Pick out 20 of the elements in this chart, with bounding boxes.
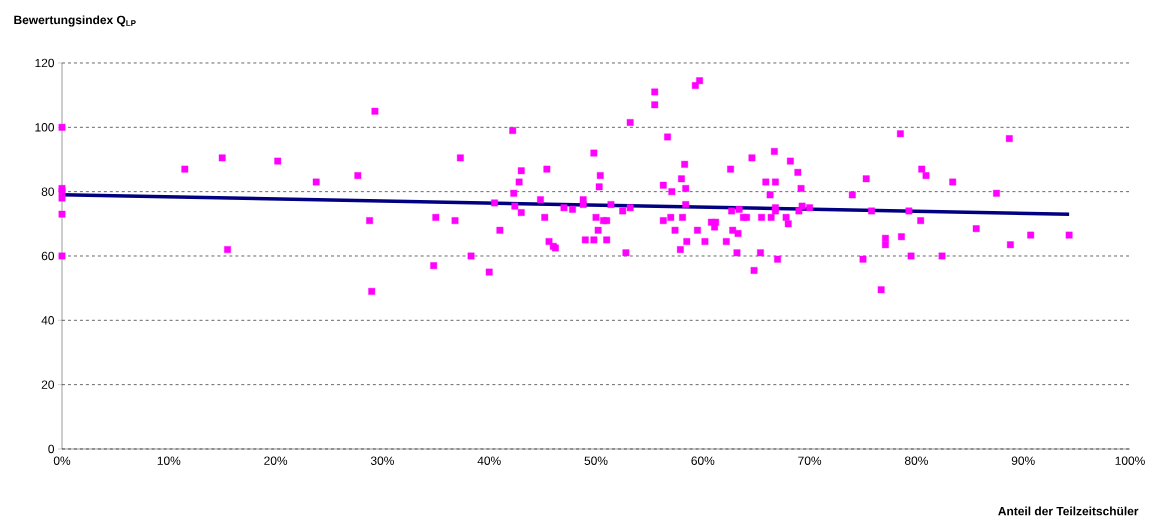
x-tick-label: 80% bbox=[904, 456, 928, 465]
y-tick-label: 40 bbox=[41, 316, 55, 325]
y-tick-label: 100 bbox=[35, 123, 55, 132]
x-tick-label: 70% bbox=[798, 456, 822, 465]
y-axis-title: Bewertungsindex Q$_{LP}$ bbox=[14, 15, 136, 27]
x-tick-label: 20% bbox=[264, 456, 288, 465]
y-tick-label: 120 bbox=[35, 58, 55, 68]
x-tick-label: 90% bbox=[1011, 456, 1035, 465]
y-tick-label: 0 bbox=[48, 444, 55, 454]
x-tick-label: 30% bbox=[370, 456, 394, 465]
x-tick-label: 10% bbox=[157, 456, 181, 465]
x-tick-label: 60% bbox=[691, 456, 715, 465]
x-tick-label: 0% bbox=[53, 456, 71, 465]
y-tick-label: 80 bbox=[41, 187, 55, 196]
y-tick-label: 60 bbox=[41, 251, 55, 261]
x-tick-label: 100% bbox=[1115, 456, 1145, 465]
x-tick-label: 50% bbox=[584, 456, 608, 465]
x-axis-title: Anteil der Teilzeitschüler bbox=[998, 506, 1139, 516]
x-tick-label: 40% bbox=[477, 456, 501, 465]
y-tick-label: 20 bbox=[41, 380, 55, 389]
